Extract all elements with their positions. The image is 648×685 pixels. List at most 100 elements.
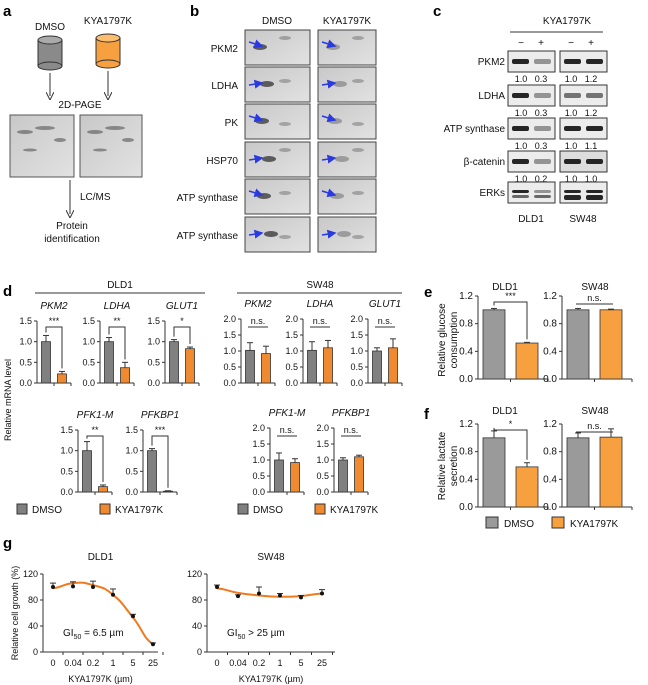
bar-kya1797k xyxy=(120,367,130,384)
protein-spot xyxy=(335,156,349,162)
protein-band xyxy=(586,195,603,200)
y-tick-label: 120 xyxy=(187,569,202,579)
blot-box xyxy=(559,117,608,140)
panel-d-mrna-charts: DLD1 SW48 Relative mRNA level DMSO KYA17… xyxy=(3,280,403,516)
group-title-dld1: DLD1 xyxy=(107,280,133,291)
legend-dmso: DMSO xyxy=(32,505,62,516)
bar-dmso xyxy=(482,309,506,380)
y-tick-label: 2.0 xyxy=(350,314,363,324)
bar-chart-d-sw48-pfk1m: PFK1-M 0.0 0.5 1.0 1.5 2.0 n.s. xyxy=(252,408,306,497)
chart-title: LDHA xyxy=(307,299,334,310)
significance-bracket xyxy=(86,435,104,482)
gel-image-dmso xyxy=(9,114,75,178)
significance-bracket xyxy=(173,326,191,345)
y-tick-label: 0.0 xyxy=(223,378,236,388)
protein-band xyxy=(534,126,551,131)
significance-label: n.s. xyxy=(378,316,393,326)
protein-spot xyxy=(279,191,291,195)
protein-band xyxy=(512,59,529,64)
arrow-icon xyxy=(248,229,264,239)
y-tick-label: 0.8 xyxy=(459,447,473,458)
line-chart-g-dld1: DLD1 0 40 80 120 0 0.04 0.2 1 5 25 KYA1797K (µm) Rel… xyxy=(10,552,164,684)
protein-band xyxy=(534,159,551,164)
panel-b-gel-spots: DMSO KYA1797K PKM2 LDHA PK HSP70 ATP synthase A… xyxy=(177,16,377,253)
y-tick-label: 1.0 xyxy=(252,455,265,465)
legend-dmso: DMSO xyxy=(504,519,534,530)
gel-spot-image xyxy=(317,178,377,215)
bar-chart-f-dld1: 0.0 0.4 0.8 1.2 * xyxy=(459,419,549,513)
bar-chart-d-dld1-glut1: GLUT1 0.0 0.5 1.0 1.5 * xyxy=(147,301,200,388)
gi50-annotation: GI50 = 6.5 µm xyxy=(63,628,124,641)
y-axis-label: Relative mRNA level xyxy=(3,359,13,441)
spot-label: HSP70 xyxy=(206,156,238,167)
y-tick-label: 1.5 xyxy=(125,425,138,435)
blot-box xyxy=(559,50,608,73)
y-tick-label: 0 xyxy=(33,647,38,657)
column-header-kya: KYA1797K xyxy=(323,16,372,27)
data-point xyxy=(278,593,282,598)
y-tick-label: 0 xyxy=(197,647,202,657)
protein-band xyxy=(534,59,551,64)
bar-kya1797k xyxy=(323,347,333,384)
bar-chart-d-sw48-glut1: GLUT1 0.0 0.5 1.0 1.5 2.0 n.s. xyxy=(350,299,403,388)
arrow-icon xyxy=(248,113,264,123)
significance-label: *** xyxy=(155,425,166,435)
kya-label: KYA1797K xyxy=(84,16,133,27)
chart-title-dld1: DLD1 xyxy=(492,282,518,293)
arrow-icon xyxy=(248,188,264,198)
cell-line-label: SW48 xyxy=(569,214,597,225)
protein-band xyxy=(512,190,529,193)
y-tick-label: 0.0 xyxy=(125,487,138,497)
y-tick-label: 1.0 xyxy=(60,446,73,456)
bar-kya1797k xyxy=(185,348,195,384)
y-tick-label: 0.5 xyxy=(82,357,95,367)
bar-dmso xyxy=(82,450,92,493)
protein-band xyxy=(586,93,603,98)
line-chart-g-sw48: SW48 0 40 80 120 0 0.04 0.2 1 5 25 KYA1797K (µm) GI5… xyxy=(187,552,335,684)
arrow-icon xyxy=(321,188,337,198)
quantification-value: 1.0 xyxy=(565,74,578,84)
y-tick-label: 0.4 xyxy=(459,474,473,485)
blot-box xyxy=(507,84,556,107)
y-tick-label: 40 xyxy=(192,621,202,631)
y-tick-label: 1.2 xyxy=(459,419,473,430)
protein-spot xyxy=(262,156,276,162)
protein-band xyxy=(564,59,581,64)
gi50-value: > 25 µm xyxy=(245,628,284,639)
gi50-subscript: 50 xyxy=(238,634,246,641)
y-tick-label: 0.5 xyxy=(223,362,236,372)
bar-chart-d-dld1-ldha: LDHA 0.0 0.5 1.0 1.5 ** xyxy=(82,301,135,388)
bar-dmso xyxy=(566,437,590,508)
bar-kya1797k xyxy=(354,456,364,493)
treatment-sign: + xyxy=(588,38,594,49)
y-tick-label: 0.0 xyxy=(350,378,363,388)
bar-dmso xyxy=(482,437,506,508)
data-point xyxy=(151,642,155,647)
protein-spot xyxy=(352,79,364,83)
y-tick-label: 2.0 xyxy=(285,314,298,324)
protein-band xyxy=(512,159,529,164)
bar-dmso xyxy=(41,341,51,384)
gi50-prefix: GI xyxy=(227,628,238,639)
protein-spot xyxy=(333,81,347,87)
y-tick-label: 2.0 xyxy=(252,423,265,433)
x-axis-label: KYA1797K (µm) xyxy=(239,674,304,684)
legend-kya: KYA1797K xyxy=(330,505,379,516)
y-tick-label: 0.0 xyxy=(60,487,73,497)
gel-spot-image xyxy=(244,178,311,215)
y-tick-label: 0.0 xyxy=(19,378,32,388)
bar-kya1797k xyxy=(57,373,67,384)
legend: DMSO KYA1797K xyxy=(485,516,619,530)
spot-label: ATP synthase xyxy=(177,231,239,242)
y-tick-label: 0.0 xyxy=(147,378,160,388)
x-tick-label: 0 xyxy=(214,658,219,668)
protein-spot xyxy=(352,148,364,152)
panel-c-western-blot: KYA1797K − + − + PKM2 1.0 0.3 1.0 1.2 LDHA 1.0 0.3 1.… xyxy=(444,16,608,225)
protein-band xyxy=(564,190,581,193)
treatment-sign: − xyxy=(518,38,524,49)
y-tick-label: 1.5 xyxy=(60,425,73,435)
y-tick-label: 0.4 xyxy=(459,346,473,357)
legend: DMSO KYA1797K DMSO KYA1797K xyxy=(16,503,379,516)
panel-label-c: c xyxy=(433,3,441,20)
blot-box xyxy=(507,50,556,73)
